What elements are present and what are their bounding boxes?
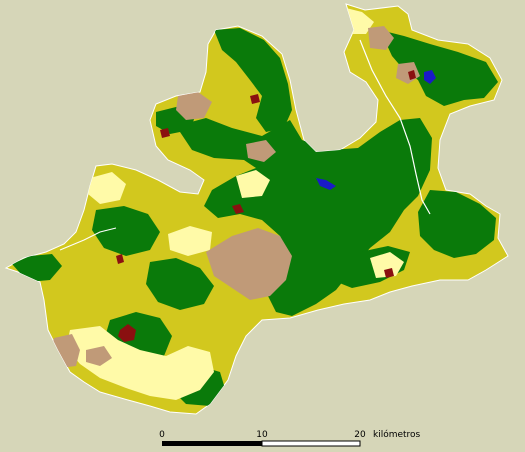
urban-spot-northwest bbox=[160, 128, 170, 138]
cropland-patch-west bbox=[88, 172, 126, 204]
urban-spot-center bbox=[232, 204, 244, 214]
bare-soil-patch-south bbox=[86, 346, 112, 366]
forest-patch-west bbox=[92, 206, 160, 256]
scale-unit-label: kilómetros bbox=[373, 429, 421, 440]
scale-tick-label-10: 10 bbox=[256, 430, 268, 440]
bare-soil-patch-central bbox=[206, 228, 292, 300]
scale-bar-segment-1 bbox=[162, 441, 262, 446]
urban-spot-south bbox=[118, 324, 136, 342]
river-line-northeast bbox=[359, 39, 431, 215]
river-line-west bbox=[59, 227, 117, 251]
scale-tick-label-0: 0 bbox=[159, 430, 165, 440]
urban-spot-north bbox=[250, 94, 260, 104]
cropland-patch-east bbox=[370, 252, 404, 278]
forest-patch-central bbox=[176, 118, 432, 316]
cropland-patch-center bbox=[236, 170, 270, 198]
urban-spot-east bbox=[384, 268, 394, 278]
urban-spot-west bbox=[116, 254, 124, 264]
bare-soil-patch-northeast bbox=[368, 26, 394, 50]
bare-soil-patch-north bbox=[176, 92, 212, 120]
cropland-patch-mid bbox=[168, 226, 212, 256]
scale-bar: 0 10 20 kilómetros bbox=[159, 429, 421, 447]
scale-bar-segment-2 bbox=[261, 440, 361, 447]
land-cover-patches bbox=[12, 8, 498, 406]
forest-patch-midwest bbox=[146, 258, 214, 310]
forest-patch-east bbox=[418, 190, 496, 258]
water-lake-northeast bbox=[424, 70, 436, 84]
urban-spot-northeast bbox=[408, 70, 416, 80]
scale-tick-label-20: 20 bbox=[354, 430, 366, 440]
forest-patch-northeast bbox=[380, 30, 498, 106]
bare-soil-patch-mid bbox=[246, 140, 276, 162]
forest-patch-north bbox=[214, 28, 292, 132]
water-reservoir bbox=[316, 178, 336, 190]
cropland-patch-south bbox=[66, 326, 214, 400]
